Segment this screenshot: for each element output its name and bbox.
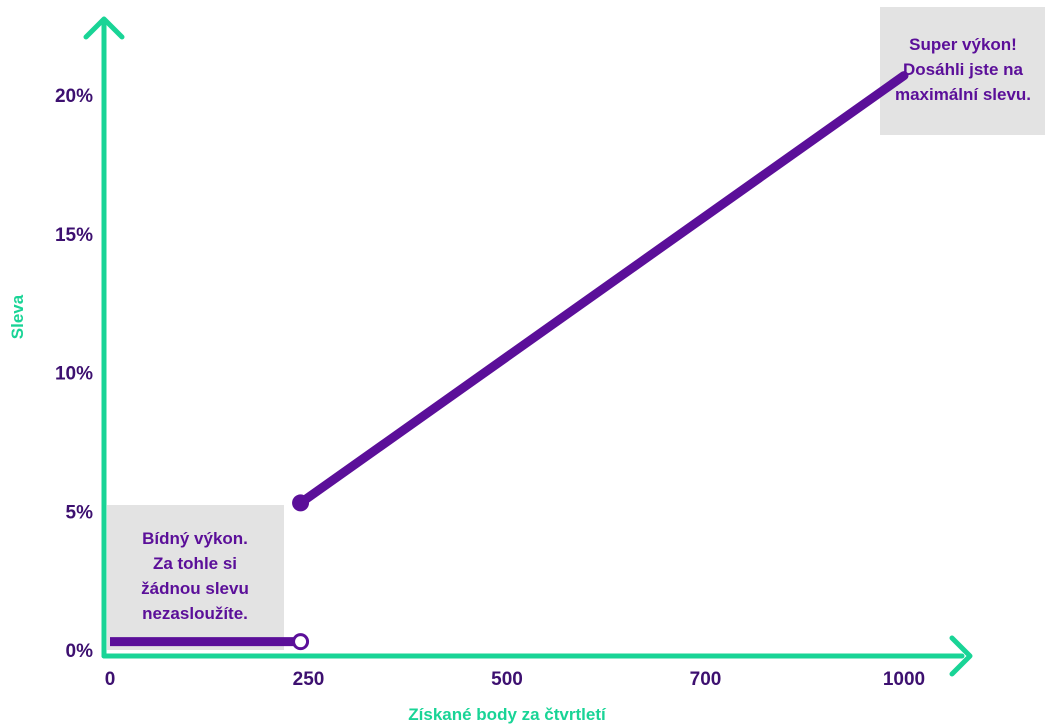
annotation-0-line-0: Bídný výkon. (142, 529, 248, 548)
axes-layer (83, 16, 973, 677)
annotation-0-line-2: žádnou slevu (141, 579, 249, 598)
annotation-0-line-1: Za tohle si (153, 554, 237, 573)
y-tick-label: 5% (66, 502, 94, 523)
y-tick-label: 0% (66, 641, 94, 662)
x-tick-label: 0 (105, 669, 116, 690)
annotations-layer: Bídný výkon. Za tohle si žádnou slevu nezas… (107, 7, 1045, 650)
x-tick-label: 700 (690, 669, 722, 690)
y-axis-title: Sleva (8, 294, 27, 339)
annotation-box-0 (107, 505, 284, 650)
annotation-1-line-2: maximální slevu. (895, 85, 1031, 104)
x-tick-label: 250 (293, 669, 325, 690)
x-tick-label: 1000 (883, 669, 925, 690)
series-segment-1 (296, 71, 909, 508)
series-layer (110, 71, 909, 651)
x-tick-label: 500 (491, 669, 523, 690)
annotation-0-line-3: nezasloužíte. (142, 604, 248, 623)
annotation-1-line-1: Dosáhli jste na (903, 60, 1024, 79)
y-axis-arrow-icon (83, 16, 125, 40)
annotation-1-line-0: Super výkon! (909, 35, 1017, 54)
y-tick-label: 10% (55, 364, 93, 385)
x-axis-arrow-icon (949, 635, 973, 677)
open-endpoint-marker (292, 633, 310, 651)
y-tick-label: 15% (55, 225, 93, 246)
filled-endpoint-marker (292, 494, 310, 512)
annotation-box-1 (880, 7, 1045, 135)
y-tick-label: 20% (55, 86, 93, 107)
ticks-layer: 0 250 500 700 1000 0% 5% 10% 15% 20% (55, 86, 925, 690)
x-axis-title: Získané body za čtvrtletí (408, 705, 607, 724)
